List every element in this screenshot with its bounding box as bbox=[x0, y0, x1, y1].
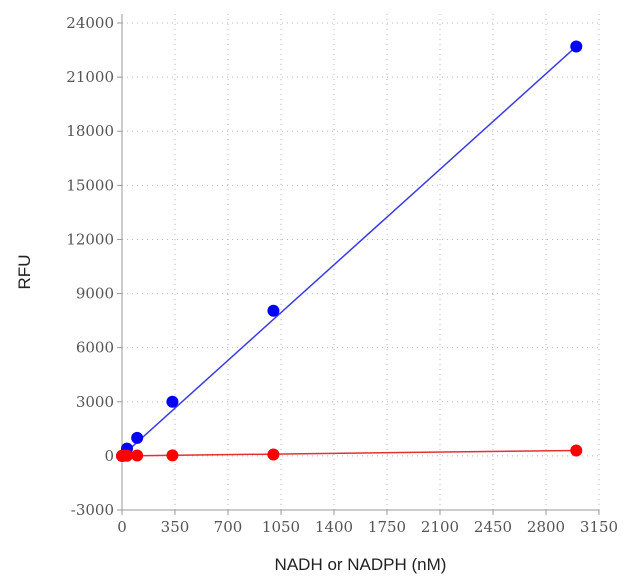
y-tick-label: 15000 bbox=[66, 176, 114, 194]
y-tick-label: 9000 bbox=[76, 285, 114, 303]
data-series bbox=[116, 40, 583, 462]
x-tick-label: 700 bbox=[214, 518, 243, 536]
x-tick-label: 350 bbox=[161, 518, 190, 536]
y-axis-title: RFU bbox=[15, 255, 34, 290]
data-point bbox=[570, 444, 583, 457]
x-axis-title: NADH or NADPH (nM) bbox=[275, 555, 447, 574]
y-tick-label: 0 bbox=[104, 447, 114, 465]
x-tick-label: 0 bbox=[117, 518, 127, 536]
x-tick-label: 1400 bbox=[315, 518, 353, 536]
data-point bbox=[120, 449, 133, 462]
y-tick-label: 3000 bbox=[76, 393, 114, 411]
y-tick-label: -3000 bbox=[71, 501, 114, 519]
grid-lines bbox=[122, 14, 600, 511]
x-tick-label: 1750 bbox=[368, 518, 406, 536]
x-tick-label: 1050 bbox=[262, 518, 300, 536]
x-tick-label: 2800 bbox=[527, 518, 565, 536]
fit-line bbox=[121, 449, 577, 457]
data-point bbox=[267, 448, 280, 461]
x-tick-label: 2100 bbox=[421, 518, 459, 536]
y-tick-label: 24000 bbox=[66, 14, 114, 32]
y-tick-label: 21000 bbox=[66, 68, 114, 86]
x-tick-labels: 0 350 700 1050 1400 1750 2100 2450 2800 3150 bbox=[117, 510, 618, 536]
data-point bbox=[131, 449, 144, 462]
y-tick-label: 12000 bbox=[66, 230, 114, 248]
y-tick-labels: -3000 0 3000 6000 9000 12000 15000 18000 21000 24… bbox=[66, 14, 122, 519]
data-point bbox=[131, 431, 144, 444]
data-point bbox=[166, 395, 179, 408]
x-tick-label: 3150 bbox=[580, 518, 618, 536]
y-tick-label: 18000 bbox=[66, 122, 114, 140]
y-tick-label: 6000 bbox=[76, 339, 114, 357]
data-point bbox=[570, 40, 583, 53]
series-layer bbox=[116, 40, 583, 462]
data-point bbox=[166, 449, 179, 462]
data-series bbox=[116, 444, 583, 462]
x-tick-label: 2450 bbox=[474, 518, 512, 536]
data-point bbox=[267, 304, 280, 317]
fit-line bbox=[121, 45, 577, 457]
